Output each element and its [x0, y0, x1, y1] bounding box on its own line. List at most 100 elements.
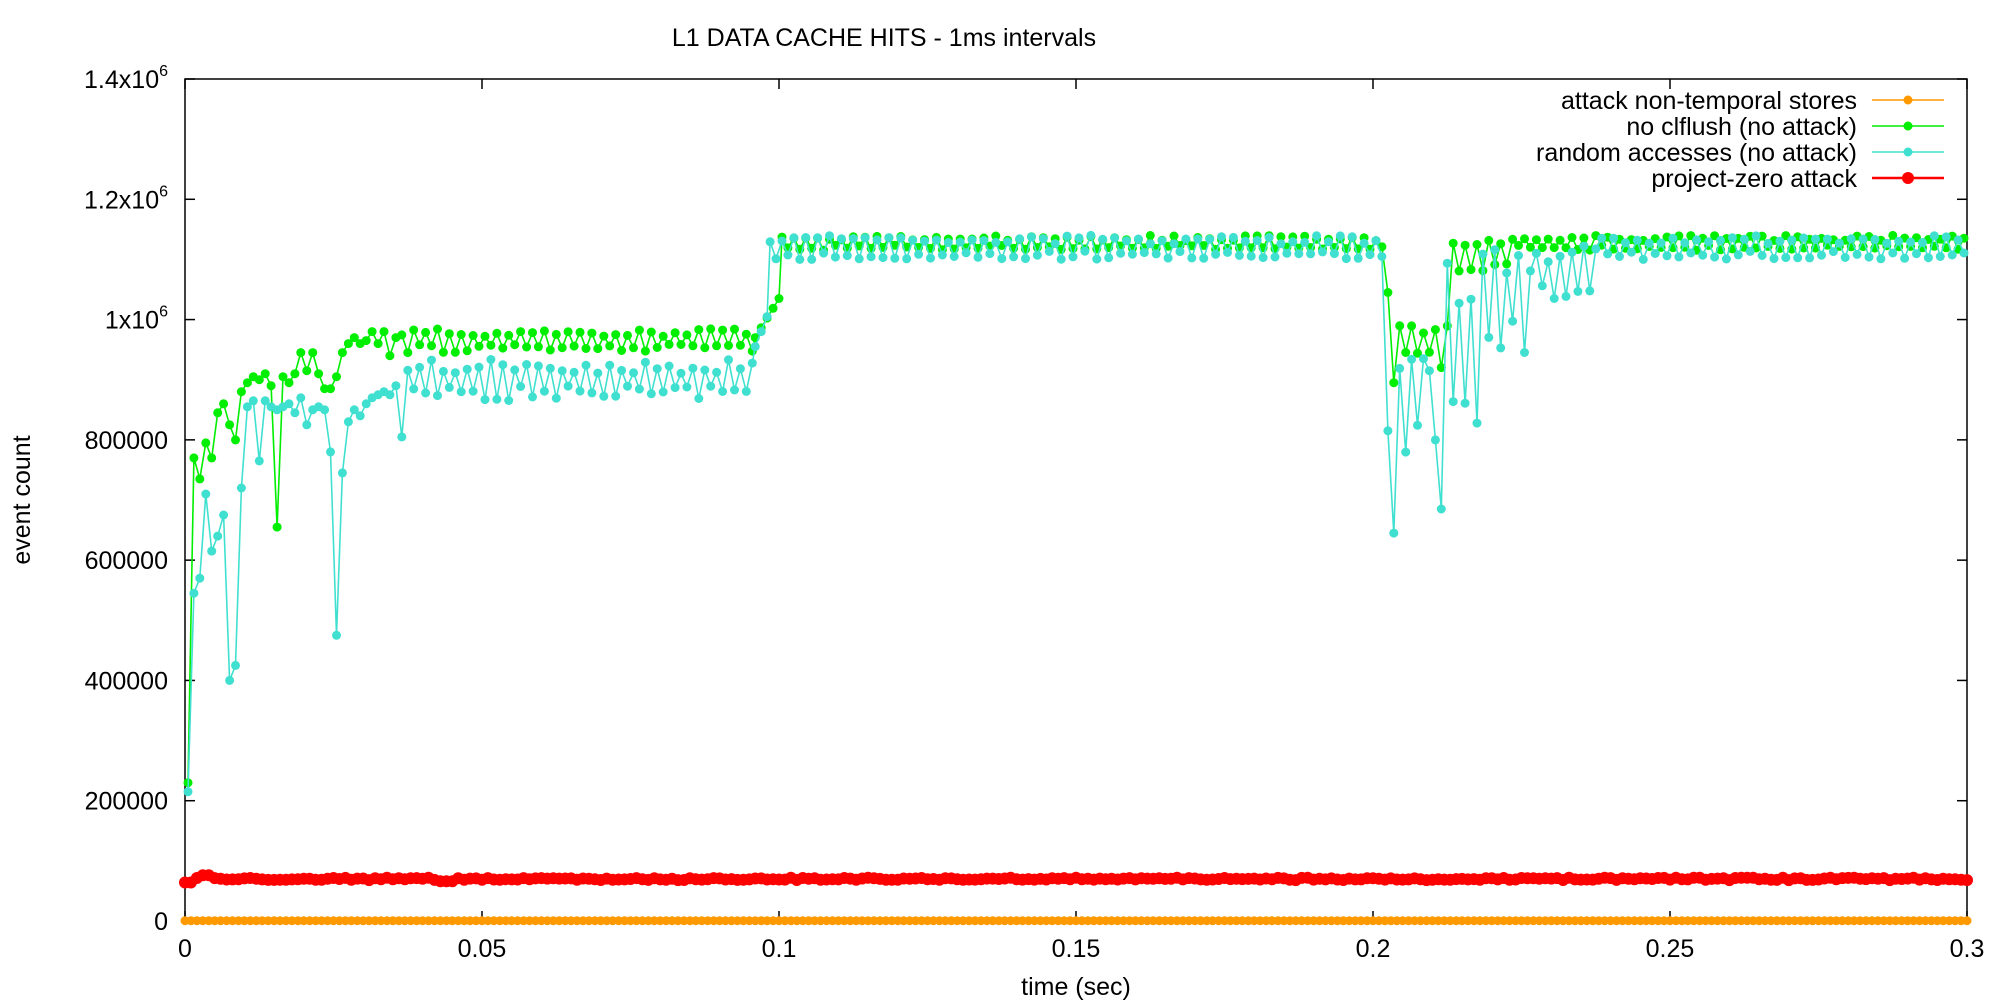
legend-label: no clflush (no attack)	[1626, 113, 1857, 141]
data-point	[385, 351, 395, 361]
data-point	[296, 393, 306, 403]
data-point	[1098, 234, 1108, 244]
data-point	[664, 339, 674, 349]
data-point	[1407, 354, 1417, 364]
data-point	[1490, 245, 1500, 255]
data-point	[581, 360, 591, 370]
data-point	[1561, 291, 1571, 301]
data-point	[1258, 253, 1268, 263]
data-point	[955, 237, 965, 247]
data-point	[634, 325, 644, 335]
data-point	[361, 399, 371, 409]
data-point	[349, 405, 359, 415]
data-point	[474, 341, 484, 351]
data-point	[207, 546, 217, 556]
data-point	[1852, 249, 1862, 259]
data-point	[634, 384, 644, 394]
data-point	[920, 236, 929, 246]
data-point	[1401, 447, 1411, 457]
data-point	[195, 474, 205, 484]
data-point	[750, 342, 760, 352]
y-tick-label-base: 600000	[85, 547, 168, 575]
data-point	[438, 347, 448, 357]
data-point	[1436, 363, 1446, 373]
data-point	[516, 327, 526, 337]
data-point	[1490, 260, 1500, 270]
data-point	[1276, 239, 1286, 249]
data-point	[1888, 230, 1898, 240]
data-point	[1359, 238, 1369, 248]
data-point	[1543, 257, 1553, 267]
data-point	[652, 343, 662, 352]
data-point	[528, 392, 537, 402]
y-tick-label-base: 800000	[85, 427, 168, 455]
data-point	[581, 344, 591, 353]
data-point	[1710, 252, 1720, 262]
data-point	[1549, 294, 1559, 303]
data-point	[480, 331, 490, 341]
data-point	[1306, 249, 1316, 259]
data-point	[236, 483, 246, 493]
data-point	[456, 387, 466, 397]
data-point	[391, 381, 401, 391]
data-point	[504, 330, 514, 340]
x-tick-label: 0.1	[762, 935, 797, 963]
data-point	[1448, 238, 1458, 248]
data-point	[260, 396, 270, 406]
data-point	[1935, 252, 1945, 261]
data-point	[1460, 398, 1470, 408]
data-point	[640, 346, 650, 356]
data-point	[1912, 249, 1921, 259]
data-point	[670, 328, 680, 338]
data-point	[1721, 254, 1731, 264]
data-point	[1187, 253, 1197, 263]
data-point	[1579, 233, 1589, 243]
data-point	[1246, 251, 1256, 261]
data-point	[943, 238, 953, 247]
y-axis-label: event count	[8, 435, 36, 564]
data-point	[706, 324, 716, 334]
data-point	[1217, 232, 1226, 242]
data-point	[1175, 247, 1185, 257]
data-point	[926, 253, 935, 263]
data-point	[724, 355, 733, 365]
data-point	[1763, 238, 1773, 248]
data-point	[450, 347, 460, 357]
data-point	[682, 382, 692, 392]
data-point	[1377, 252, 1387, 261]
data-point	[789, 233, 799, 243]
data-point	[1240, 236, 1250, 246]
data-point	[1751, 231, 1761, 241]
data-point	[563, 327, 573, 337]
data-point	[985, 249, 995, 259]
data-point	[1110, 233, 1120, 243]
data-point	[1953, 235, 1963, 245]
data-point	[1228, 232, 1238, 242]
y-tick-label-base: 0	[154, 908, 168, 936]
data-point	[1870, 235, 1880, 244]
data-point	[1223, 247, 1232, 257]
data-point	[456, 330, 466, 339]
data-point	[569, 367, 579, 377]
data-point	[1068, 252, 1078, 262]
legend-label: attack non-temporal stores	[1561, 87, 1857, 115]
data-point	[248, 396, 258, 406]
data-point	[1062, 231, 1072, 241]
data-point	[1567, 233, 1577, 242]
data-point	[450, 368, 460, 378]
data-point	[1436, 504, 1446, 514]
data-point	[444, 329, 454, 339]
data-point	[1508, 234, 1518, 244]
data-point	[611, 391, 621, 401]
data-point	[1775, 236, 1785, 246]
y-tick-label: 400000	[85, 667, 168, 695]
data-point	[1508, 316, 1518, 326]
data-point	[1834, 238, 1844, 248]
data-point	[557, 343, 567, 353]
data-point	[1698, 250, 1708, 260]
data-point	[735, 340, 745, 350]
data-point	[896, 233, 906, 243]
data-point	[629, 368, 638, 378]
data-point	[433, 391, 442, 401]
data-point	[409, 384, 419, 394]
